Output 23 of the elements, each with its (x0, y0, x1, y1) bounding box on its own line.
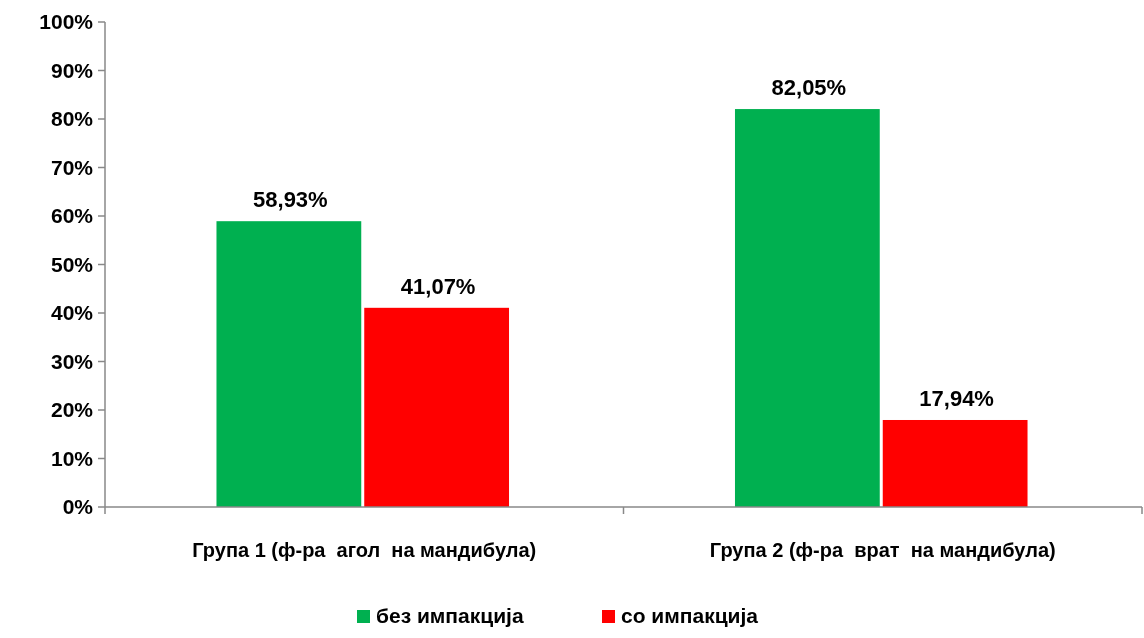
y-tick-label: 20% (50, 398, 94, 422)
y-tick-label: 40% (50, 301, 94, 325)
legend-label: без импакција (376, 604, 524, 627)
y-tick-label: 90% (50, 58, 94, 82)
x-tick-label: Група 2 (ф-ра врат на мандибула) (709, 539, 1056, 561)
data-label: 41,07% (400, 273, 476, 299)
data-label: 17,94% (919, 385, 994, 411)
y-tick-label: 0% (62, 495, 94, 519)
y-tick-label: 80% (50, 107, 94, 131)
bar (216, 221, 362, 507)
y-tick-label: 70% (50, 155, 94, 179)
bar (734, 109, 880, 507)
data-label: 82,05% (771, 75, 847, 101)
bar (882, 419, 1028, 507)
y-tick-label: 50% (50, 252, 94, 276)
y-tick-label: 60% (50, 204, 94, 228)
data-label: 58,93% (253, 187, 328, 213)
y-tick-label: 100% (39, 10, 94, 34)
y-tick-label: 10% (50, 446, 94, 470)
y-tick-label: 30% (50, 349, 94, 373)
x-tick-label: Група 1 (ф-ра агол на мандибула) (192, 539, 537, 561)
bar (364, 307, 510, 507)
legend-label: со импакција (621, 604, 759, 627)
